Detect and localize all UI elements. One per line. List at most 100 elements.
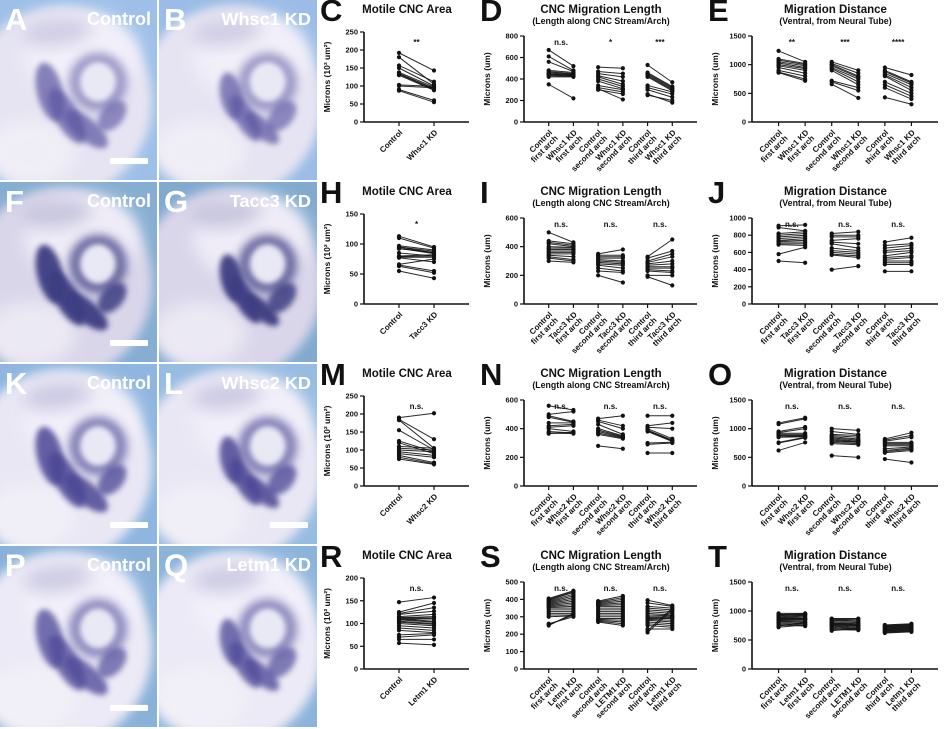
significance-label: * [415, 220, 419, 229]
plot-I: CNC Migration Length(Length along CNC St… [482, 186, 697, 355]
pair-line [778, 238, 806, 241]
data-point [396, 440, 402, 445]
plot-E: Migration Distance(Ventral, from Neural … [710, 4, 938, 173]
pair-line [548, 257, 574, 262]
pair-line [598, 618, 623, 621]
y-tick-label: 100 [345, 446, 358, 455]
plot-title: Motile CNC Area [362, 368, 452, 380]
significance-label: n.s. [891, 584, 905, 593]
image-panel-letter: K [5, 366, 28, 401]
data-point [856, 236, 861, 241]
scale-bar [110, 522, 148, 528]
data-point [856, 626, 861, 631]
pair-line [598, 261, 623, 265]
data-point [596, 443, 601, 448]
data-point [670, 237, 675, 242]
dorsal-stain [24, 382, 92, 410]
pair-line [831, 619, 859, 621]
embryo-belly [0, 666, 76, 727]
data-point [670, 80, 675, 85]
pair-line [831, 436, 859, 440]
y-tick-label: 800 [733, 231, 746, 240]
pair-line [398, 258, 435, 265]
y-axis-label: Microns (um) [710, 599, 720, 653]
eye-ring-stain [239, 417, 297, 475]
data-point [431, 600, 437, 606]
data-point [670, 283, 675, 288]
pair-line [884, 630, 912, 633]
pair-line [831, 437, 859, 441]
pair-line [647, 239, 673, 258]
pair-line [548, 595, 574, 603]
data-point [620, 74, 625, 79]
pair-line [598, 445, 623, 450]
cnc-stream-4 [267, 100, 297, 132]
pair-line [597, 76, 624, 85]
pair-line [831, 627, 859, 631]
data-point [431, 100, 437, 105]
y-tick-label: 100 [345, 82, 358, 91]
plot-subtitle: (Ventral, from Neural Tube) [779, 380, 891, 390]
pair-line [548, 604, 574, 607]
pair-line [647, 607, 673, 632]
data-point [645, 87, 650, 92]
pair-line [831, 438, 859, 442]
embryo-image-B: B Whsc1 KD [159, 0, 317, 180]
significance-label: * [609, 38, 613, 47]
data-point [571, 260, 576, 265]
pair-line [778, 435, 806, 438]
pair-line [398, 610, 435, 615]
pair-line [647, 623, 673, 626]
data-point [645, 630, 650, 635]
panel-F-image: F Control [0, 182, 159, 364]
embryo-belly [159, 302, 246, 362]
data-point [396, 65, 402, 71]
pair-line [598, 600, 623, 605]
significance-label: n.s. [604, 402, 618, 411]
pair-line [884, 71, 912, 84]
pair-line [884, 625, 912, 628]
data-point [431, 455, 437, 460]
figure-row-4: P Control Q Letm1 KD R Motile CNC Area 0 50 100 1… [0, 539, 948, 729]
data-point [670, 100, 675, 105]
data-point [620, 413, 625, 418]
plot-subtitle: (Length along CNC Stream/Arch) [532, 198, 669, 208]
pair-line [831, 265, 859, 271]
data-point [670, 254, 675, 259]
dorsal-stain [24, 18, 92, 46]
pair-line [647, 73, 673, 89]
data-point [645, 429, 650, 434]
panel-O-plot: O Migration Distance (Ventral, from Neural… [707, 357, 948, 546]
data-point [882, 450, 887, 455]
data-point [620, 623, 625, 628]
y-tick-label: 0 [742, 300, 746, 309]
pair-line [548, 416, 574, 423]
cnc-stream-4 [267, 647, 297, 678]
data-point [396, 268, 402, 274]
significance-label: n.s. [554, 584, 568, 593]
data-point [396, 83, 402, 89]
pair-line [884, 69, 912, 83]
pair-line [548, 241, 574, 246]
significance-label: ** [789, 38, 796, 47]
y-tick-label: 400 [505, 75, 518, 84]
pair-line [398, 245, 435, 251]
pair-line [548, 415, 574, 422]
data-point [596, 422, 601, 427]
data-point [620, 247, 625, 252]
pair-line [548, 612, 574, 626]
pair-line [398, 67, 435, 87]
y-tick-label: 250 [345, 392, 358, 401]
pair-line [778, 61, 806, 67]
pair-line [398, 90, 435, 103]
plot-panel-letter-T: T [708, 539, 727, 574]
cnc-stream-3 [64, 656, 108, 696]
pair-line [884, 250, 912, 253]
pair-line [647, 269, 673, 272]
plot-panel-letter-R: R [320, 539, 343, 574]
pair-line [398, 454, 435, 464]
pair-line [778, 624, 806, 628]
plot-title: Motile CNC Area [362, 550, 452, 562]
significance-label: n.s. [891, 220, 905, 229]
